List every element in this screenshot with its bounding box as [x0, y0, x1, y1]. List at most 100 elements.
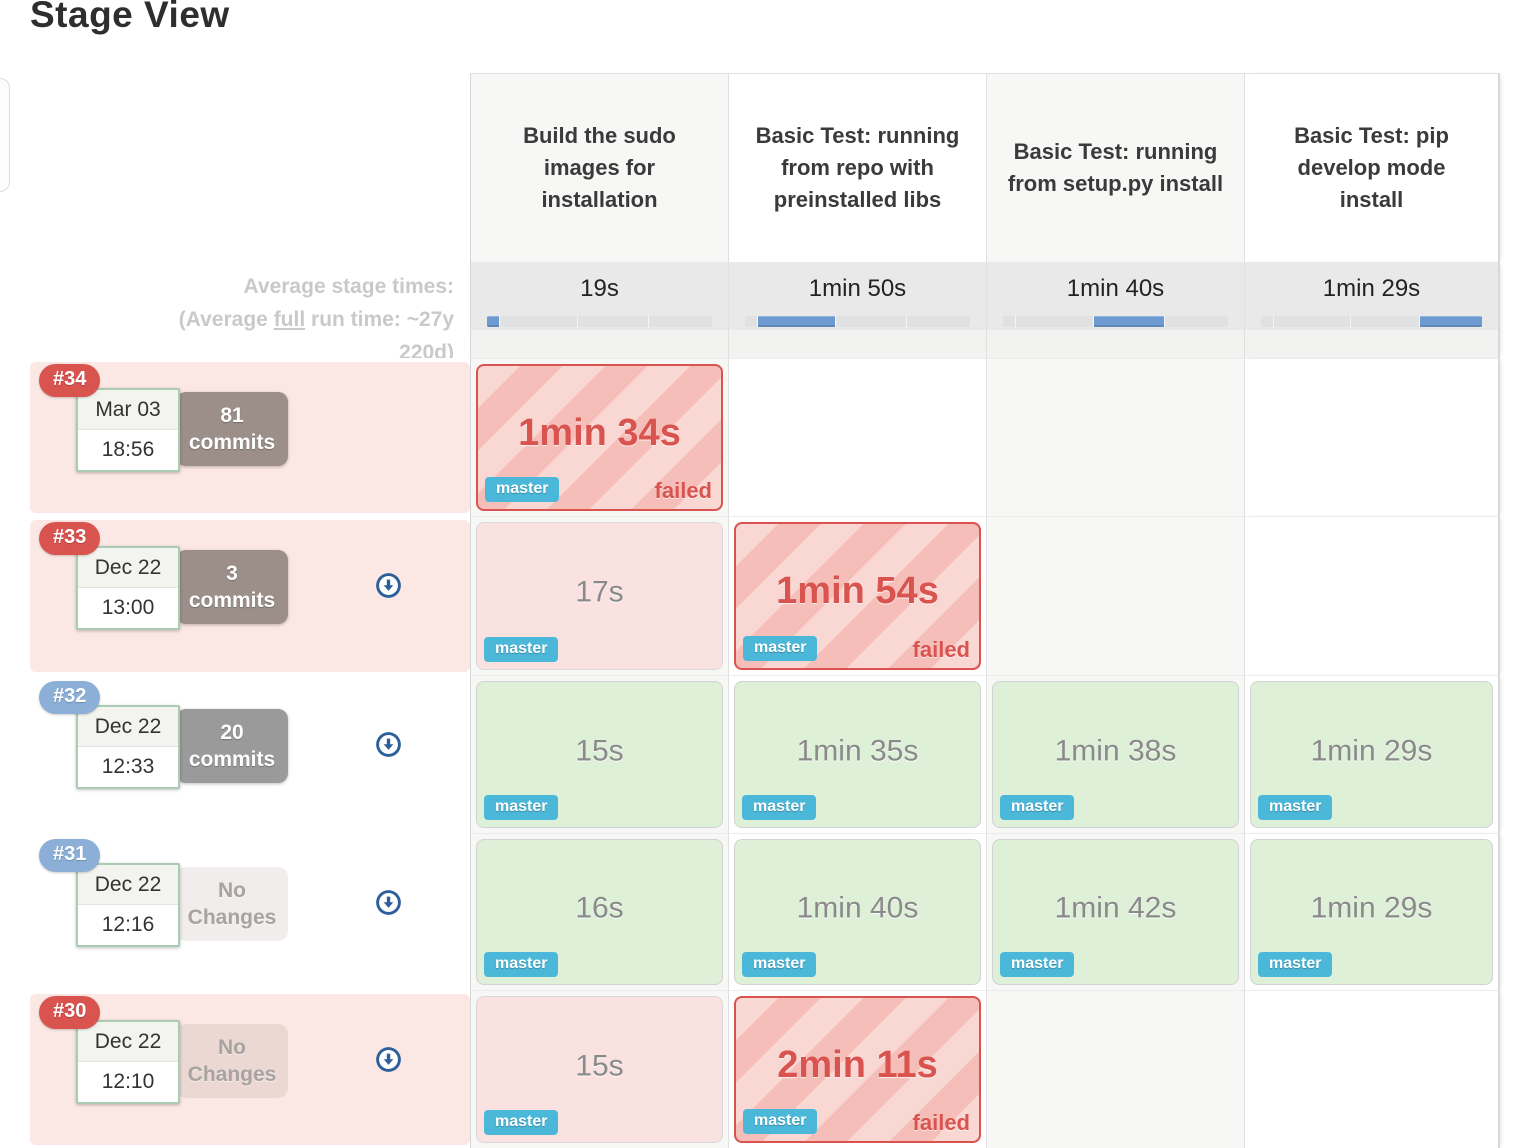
run-no-changes-badge: No Changes	[176, 1024, 288, 1098]
run-time: 18:56	[78, 430, 178, 469]
stage-duration-box[interactable]: 1min 38s master	[992, 681, 1239, 828]
stage-timeline-bar	[487, 316, 712, 327]
stage-duration-box[interactable]: 1min 42s master	[992, 839, 1239, 985]
stage-duration-box[interactable]: 1min 54s master failed	[734, 522, 981, 670]
branch-badge: master	[743, 636, 818, 661]
stage-duration-box[interactable]: 1min 35s master	[734, 681, 981, 828]
stage-duration: 1min 40s	[796, 891, 919, 925]
stage-cell: 1min 38s master	[986, 675, 1244, 833]
run-changes-badge[interactable]: 81 commits	[176, 392, 288, 466]
branch-badge: master	[484, 795, 559, 820]
stage-cell: 1min 40s master	[728, 833, 986, 990]
branch-badge: master	[1258, 952, 1333, 977]
run-changes-badge[interactable]: 3 commits	[176, 550, 288, 624]
stage-duration-box[interactable]: 2min 11s master failed	[734, 996, 981, 1143]
run-id-badge[interactable]: #34	[39, 364, 101, 397]
stage-duration: 15s	[575, 734, 624, 768]
stage-duration: 1min 29s	[1310, 734, 1433, 768]
branch-badge: master	[484, 1110, 559, 1135]
stage-cell-empty	[1244, 516, 1500, 675]
stage-duration: 1min 38s	[1054, 734, 1177, 768]
stage-cell: 1min 29s master	[1244, 675, 1500, 833]
header-spacer-cell	[30, 73, 470, 262]
stage-duration-box[interactable]: 1min 29s master	[1250, 839, 1493, 985]
stage-timeline-bar	[1261, 316, 1482, 327]
run-datetime[interactable]: Dec 22 13:00	[76, 546, 180, 630]
stage-cell-empty	[1244, 990, 1500, 1148]
download-artifacts-button[interactable]	[375, 572, 402, 599]
stage-duration-box[interactable]: 17s master	[476, 522, 723, 670]
run-date: Dec 22	[78, 865, 178, 905]
stage-duration: 2min 11s	[777, 1043, 938, 1086]
run-row-band: #31 Dec 22 12:16 No Changes	[30, 837, 470, 987]
stage-header-basic-test-setup: Basic Test: running from setup.py instal…	[986, 73, 1244, 262]
stage-cell: 17s master	[470, 516, 728, 675]
branch-badge: master	[742, 795, 817, 820]
download-artifacts-button[interactable]	[375, 889, 402, 916]
stage-duration-box[interactable]: 1min 40s master	[734, 839, 981, 985]
stage-duration-box[interactable]: 15s master	[476, 681, 723, 828]
branch-badge: master	[1000, 952, 1075, 977]
stage-duration-box[interactable]: 16s master	[476, 839, 723, 985]
stage-duration: 17s	[575, 575, 624, 609]
run-id-badge[interactable]: #31	[39, 839, 101, 872]
run-info-cell: #33 Dec 22 13:00 3 commits	[30, 516, 470, 675]
avg-time-cell: 1min 29s	[1244, 262, 1500, 358]
run-no-changes-badge: No Changes	[176, 867, 288, 941]
failed-label: failed	[654, 478, 712, 503]
stage-duration: 1min 29s	[1310, 891, 1433, 925]
avg-time-value: 19s	[580, 275, 619, 302]
full-run-time-link[interactable]: full	[273, 308, 306, 331]
stage-duration-box[interactable]: 15s master	[476, 996, 723, 1143]
run-row-band: #30 Dec 22 12:10 No Changes	[30, 994, 470, 1145]
stage-cell: 1min 54s master failed	[728, 516, 986, 675]
stage-timeline-bar	[745, 316, 970, 327]
stage-timeline-bar	[1003, 316, 1228, 327]
download-artifacts-button[interactable]	[375, 731, 402, 758]
stage-cell-empty	[728, 358, 986, 516]
stage-duration: 1min 54s	[776, 570, 939, 613]
run-id-badge[interactable]: #30	[39, 996, 101, 1029]
branch-badge: master	[743, 1109, 818, 1134]
run-time: 12:33	[78, 747, 178, 786]
branch-badge: master	[1000, 795, 1075, 820]
download-artifacts-button[interactable]	[375, 1046, 402, 1073]
download-icon	[376, 1047, 401, 1072]
left-edge-panel-fragment	[0, 78, 10, 192]
run-info-cell: #30 Dec 22 12:10 No Changes	[30, 990, 470, 1148]
branch-badge: master	[1258, 795, 1333, 820]
run-date: Dec 22	[78, 707, 178, 747]
run-date: Dec 22	[78, 548, 178, 588]
run-datetime[interactable]: Dec 22 12:10	[76, 1020, 180, 1104]
avg-time-value: 1min 50s	[808, 275, 907, 302]
stage-cell: 15s master	[470, 990, 728, 1148]
avg-time-value: 1min 29s	[1322, 275, 1421, 302]
run-time: 12:16	[78, 905, 178, 944]
run-id-badge[interactable]: #32	[39, 681, 101, 714]
run-id-badge[interactable]: #33	[39, 522, 101, 555]
run-changes-badge[interactable]: 20 commits	[176, 709, 288, 783]
stage-cell-empty	[986, 516, 1244, 675]
stage-duration: 1min 42s	[1054, 891, 1177, 925]
branch-badge: master	[742, 952, 817, 977]
failed-label: failed	[912, 1110, 970, 1135]
branch-badge: master	[485, 477, 560, 502]
run-time: 12:10	[78, 1062, 178, 1101]
avg-time-cell: 19s	[470, 262, 728, 358]
run-date: Mar 03	[78, 390, 178, 430]
stage-header-build-sudo: Build the sudo images for installation	[470, 73, 728, 262]
failed-label: failed	[912, 637, 970, 662]
run-datetime[interactable]: Dec 22 12:33	[76, 705, 180, 789]
avg-time-cell: 1min 50s	[728, 262, 986, 358]
run-date: Dec 22	[78, 1022, 178, 1062]
run-datetime[interactable]: Mar 03 18:56	[76, 388, 180, 472]
stage-duration: 1min 34s	[518, 411, 681, 454]
run-info-cell: #34 Mar 03 18:56 81 commits	[30, 358, 470, 516]
branch-badge: master	[484, 952, 559, 977]
stage-duration-box[interactable]: 1min 34s master failed	[476, 364, 723, 511]
run-datetime[interactable]: Dec 22 12:16	[76, 863, 180, 947]
stage-duration-box[interactable]: 1min 29s master	[1250, 681, 1493, 828]
run-row-band: #34 Mar 03 18:56 81 commits	[30, 362, 470, 513]
avg-time-cell: 1min 40s	[986, 262, 1244, 358]
